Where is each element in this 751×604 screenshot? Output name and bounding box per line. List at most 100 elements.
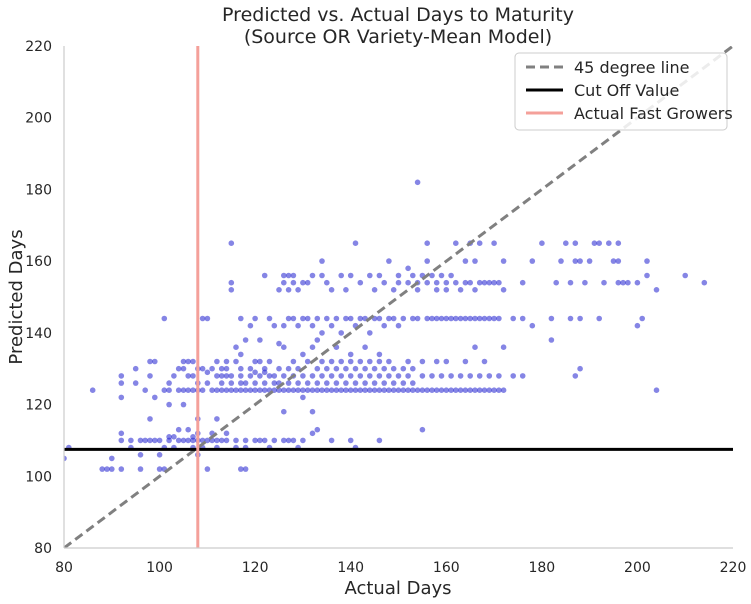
data-point xyxy=(285,287,292,293)
data-point xyxy=(496,373,502,379)
data-point xyxy=(405,387,411,394)
data-point xyxy=(333,365,340,372)
data-point xyxy=(405,279,411,286)
data-point xyxy=(395,272,402,279)
data-point xyxy=(233,344,239,351)
data-point xyxy=(290,437,297,444)
data-point xyxy=(214,373,220,379)
data-point xyxy=(228,380,235,386)
data-point xyxy=(395,373,402,379)
data-point xyxy=(462,315,469,322)
data-point xyxy=(242,337,249,343)
data-point xyxy=(390,387,397,394)
data-point xyxy=(295,287,301,293)
data-point xyxy=(457,287,464,293)
data-point xyxy=(519,315,526,322)
data-point xyxy=(171,434,177,440)
data-point xyxy=(371,287,378,293)
data-point xyxy=(500,387,507,394)
data-point xyxy=(204,369,211,376)
data-point xyxy=(175,365,182,372)
data-point xyxy=(457,315,464,322)
data-point xyxy=(367,373,373,379)
data-point xyxy=(634,279,641,286)
data-point xyxy=(410,315,416,322)
data-point xyxy=(261,272,268,279)
data-point xyxy=(443,315,450,322)
data-point xyxy=(218,387,225,394)
data-point xyxy=(567,315,574,322)
data-point xyxy=(333,380,340,386)
data-point xyxy=(410,380,416,386)
data-point xyxy=(491,279,497,286)
data-point xyxy=(233,358,239,365)
data-point xyxy=(319,258,325,264)
data-point xyxy=(433,358,440,365)
data-point xyxy=(118,394,125,401)
data-point xyxy=(486,315,493,322)
data-point xyxy=(548,315,555,322)
data-point xyxy=(481,387,488,394)
data-point xyxy=(682,272,688,279)
data-point xyxy=(319,272,325,279)
data-point xyxy=(558,258,564,264)
data-point xyxy=(204,315,211,322)
data-point xyxy=(204,437,211,444)
data-point xyxy=(347,272,354,279)
data-point xyxy=(281,437,287,444)
data-point xyxy=(300,315,306,322)
data-point xyxy=(433,315,440,322)
data-point xyxy=(242,387,249,394)
data-point xyxy=(438,373,445,379)
data-point xyxy=(376,387,383,394)
data-point xyxy=(343,380,349,386)
data-point xyxy=(419,373,426,379)
data-point xyxy=(290,387,297,394)
data-point xyxy=(304,358,311,365)
data-point xyxy=(438,315,445,322)
data-point xyxy=(247,387,254,394)
data-point xyxy=(228,240,235,246)
data-point xyxy=(137,437,144,444)
data-point xyxy=(218,437,225,444)
data-point xyxy=(338,387,345,394)
data-point xyxy=(185,437,191,444)
data-point xyxy=(424,315,431,322)
data-point xyxy=(223,373,230,379)
data-point xyxy=(347,315,354,322)
data-point xyxy=(238,466,244,472)
data-point xyxy=(285,315,292,322)
data-point xyxy=(352,387,359,394)
data-point xyxy=(390,315,397,322)
data-point xyxy=(381,322,388,329)
data-point xyxy=(496,315,502,322)
data-point xyxy=(223,365,230,372)
data-point xyxy=(453,387,459,394)
data-point xyxy=(252,387,258,394)
x-tick-label: 180 xyxy=(528,560,555,576)
data-point xyxy=(204,466,211,472)
data-point xyxy=(376,358,383,365)
data-point xyxy=(376,351,383,358)
data-point xyxy=(175,437,182,444)
data-point xyxy=(228,287,235,293)
data-point xyxy=(481,279,488,286)
data-point xyxy=(448,272,454,279)
data-point xyxy=(472,258,478,264)
y-axis-label: Predicted Days xyxy=(6,229,27,364)
data-point xyxy=(285,272,292,279)
y-tick-label: 220 xyxy=(25,39,52,55)
data-point xyxy=(443,287,450,293)
x-tick-label: 140 xyxy=(337,560,364,576)
data-point xyxy=(343,387,349,394)
y-tick-label: 120 xyxy=(25,398,52,414)
data-point xyxy=(209,387,215,394)
data-point xyxy=(152,358,158,365)
data-point xyxy=(137,466,144,472)
data-point xyxy=(290,315,297,322)
data-point xyxy=(429,315,435,322)
data-point xyxy=(271,437,278,444)
data-point xyxy=(443,387,450,394)
data-point xyxy=(295,380,301,386)
